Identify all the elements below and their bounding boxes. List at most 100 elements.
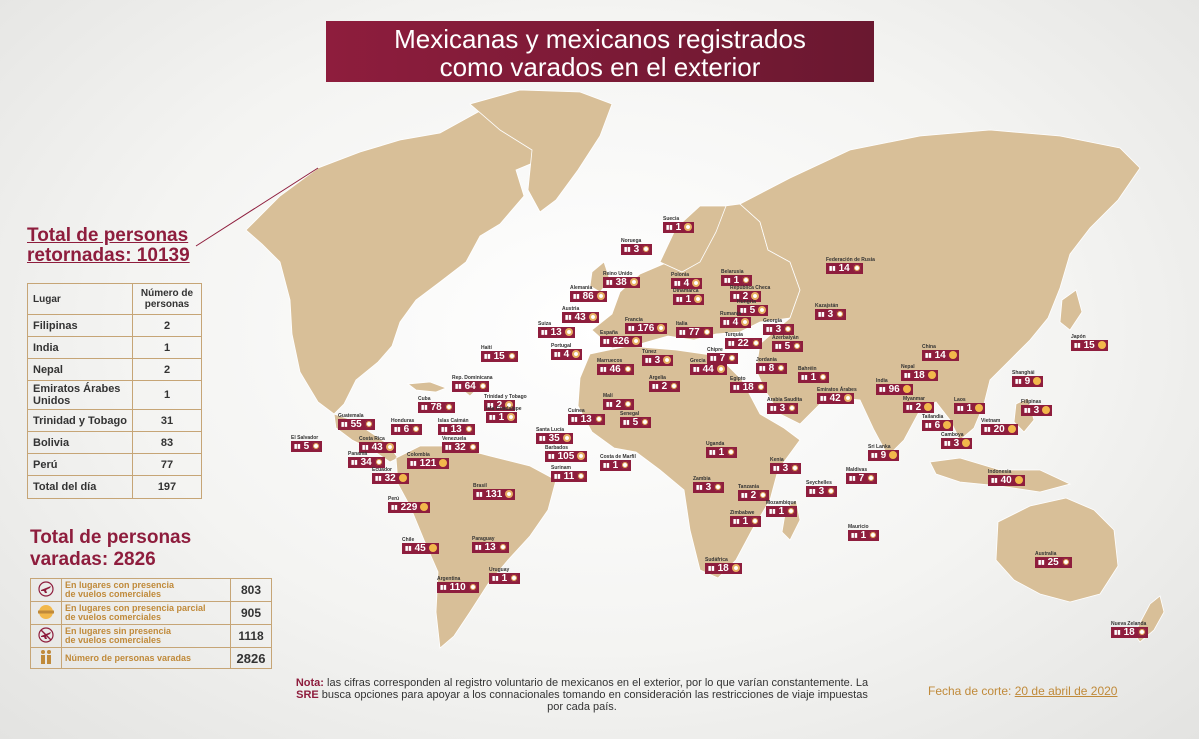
legend-row: En lugares sin presencia de vuelos comerc… <box>30 624 272 648</box>
people-icon: ▮▮ <box>606 280 613 286</box>
japan <box>1059 289 1083 331</box>
country-tag: ▮▮ 3 <box>621 244 653 255</box>
country-tag: ▮▮ 1 <box>673 294 705 305</box>
country-tag: ▮▮ 4 <box>551 349 583 360</box>
country-value: 3 <box>818 486 825 497</box>
country-tag: ▮▮ 3 <box>770 463 802 474</box>
country-name: Kazajstán <box>815 303 839 309</box>
country-tag: ▮▮ 4 <box>720 317 752 328</box>
country-value: 1 <box>860 530 867 541</box>
country-value: 34 <box>360 457 372 468</box>
country-name: España <box>600 330 618 336</box>
people-icon: ▮▮ <box>769 509 776 515</box>
country-tag: ▮▮ 14 <box>826 263 863 274</box>
country-tag: ▮▮ 2 <box>603 399 635 410</box>
people-icon: ▮▮ <box>600 367 607 373</box>
people-icon: ▮▮ <box>1015 379 1022 385</box>
flight-status-icon <box>498 543 507 551</box>
country-name: Mauricio <box>848 524 869 530</box>
country-tag: ▮▮ 1 <box>798 372 830 383</box>
returned-row: Nepal 2 <box>27 358 202 381</box>
flight-status-icon <box>1061 558 1070 566</box>
country-name: Cuba <box>418 396 431 402</box>
country-tag: ▮▮ 6 <box>922 420 954 431</box>
country-tag: ▮▮ 3 <box>1021 405 1053 416</box>
country-name: Georgia <box>763 318 782 324</box>
row-num: 31 <box>132 409 202 432</box>
flight-status-icon <box>927 371 936 379</box>
country-value: 86 <box>582 291 594 302</box>
country-name: Uruguay <box>489 567 510 573</box>
people-icon: ▮▮ <box>573 294 580 300</box>
country-name: Chipre <box>707 347 723 353</box>
country-tag: ▮▮ 121 <box>407 458 450 469</box>
country-tag: ▮▮ 18 <box>901 370 938 381</box>
country-name: Indonesia <box>988 469 1012 475</box>
flight-status-icon <box>444 403 453 411</box>
country-tag: ▮▮ 44 <box>690 364 727 375</box>
legend-value: 1118 <box>230 624 272 648</box>
flight-status-icon <box>1033 377 1042 385</box>
country-name: Trinidad y Tobago <box>484 394 527 400</box>
people-icon <box>37 649 55 667</box>
people-icon: ▮▮ <box>441 427 448 433</box>
country-name: Panamá <box>348 451 368 457</box>
flight-status-icon <box>412 425 421 433</box>
country-value: 40 <box>1000 475 1012 486</box>
flight-status-icon <box>588 313 597 321</box>
country-value: 32 <box>384 473 396 484</box>
country-value: 1 <box>742 516 749 527</box>
people-icon: ▮▮ <box>693 367 700 373</box>
country-name: Venezuela <box>442 436 467 442</box>
flight-status-icon <box>657 324 666 332</box>
flight-status-icon <box>902 385 911 393</box>
returned-table-header: Lugar Número de personas <box>27 283 202 315</box>
country-tag: ▮▮ 1 <box>721 275 753 286</box>
country-tag: ▮▮ 3 <box>767 403 799 414</box>
country-tag: ▮▮ 34 <box>348 457 385 468</box>
country-name: Shanghái <box>1012 370 1035 376</box>
country-value: 1 <box>498 412 505 423</box>
people-icon: ▮▮ <box>652 384 659 390</box>
country-value: 110 <box>449 582 466 593</box>
country-value: 5 <box>632 417 639 428</box>
country-tag: ▮▮ 13 <box>568 414 605 425</box>
country-name: China <box>922 344 936 350</box>
country-value: 6 <box>934 420 941 431</box>
returned-row: Perú 77 <box>27 453 202 476</box>
total-value: 197 <box>132 475 202 499</box>
legend-table: En lugares con presencia de vuelos comerc… <box>30 578 272 669</box>
legend-value: 905 <box>230 601 272 625</box>
people-icon: ▮▮ <box>957 406 964 412</box>
flight-status-icon <box>924 403 933 411</box>
country-value: 3 <box>705 482 712 493</box>
country-name: Costa de Marfil <box>600 454 636 460</box>
country-value: 131 <box>485 489 503 500</box>
people-icon: ▮▮ <box>628 326 635 332</box>
country-tag: ▮▮ 1 <box>730 516 762 527</box>
row-place: Bolivia <box>27 431 133 454</box>
legend-text-2: de vuelos comerciales <box>65 589 162 599</box>
legend-text: En lugares sin presencia de vuelos comerc… <box>61 624 231 648</box>
flight-status-icon <box>468 443 477 451</box>
country-name: Azerbaiyán <box>772 335 799 341</box>
country-tag: ▮▮ 55 <box>338 419 375 430</box>
row-place: Perú <box>27 453 133 476</box>
country-name: Seychelles <box>806 480 832 486</box>
country-tag: ▮▮ 176 <box>625 323 668 334</box>
returned-row: India 1 <box>27 336 202 359</box>
people-icon: ▮▮ <box>879 387 886 393</box>
people-icon: ▮▮ <box>728 341 735 347</box>
flight-status-icon <box>852 264 861 272</box>
people-icon: ▮▮ <box>484 354 491 360</box>
people-icon: ▮▮ <box>674 281 681 287</box>
country-name: Polonia <box>671 272 690 278</box>
people-icon: ▮▮ <box>1114 630 1121 636</box>
flight-status-icon <box>505 490 514 498</box>
legend-row: En lugares con presencia de vuelos comerc… <box>30 578 272 602</box>
country-value: 5 <box>303 441 310 452</box>
country-tag: ▮▮ 40 <box>988 475 1025 486</box>
country-name: Japón <box>1071 334 1086 340</box>
flight-status-icon <box>716 365 725 373</box>
country-tag: ▮▮ 1 <box>706 447 738 458</box>
